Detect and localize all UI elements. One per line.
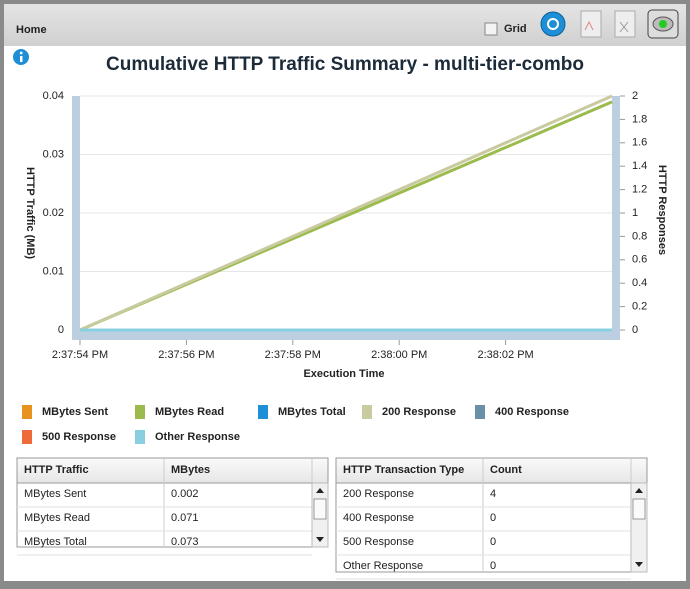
- y-tick-label: 0.04: [43, 90, 64, 102]
- excel-button[interactable]: [614, 10, 636, 38]
- legend-swatch: [22, 430, 32, 444]
- table-cell: MBytes Total: [24, 536, 87, 548]
- email-button[interactable]: [540, 11, 566, 37]
- table-cell: 200 Response: [343, 488, 414, 500]
- x-tick-label: 2:37:58 PM: [265, 349, 321, 361]
- table-cell: Other Response: [343, 560, 423, 572]
- legend-swatch: [135, 405, 145, 419]
- y2-axis-title: HTTP Responses: [656, 165, 668, 255]
- y2-tick-label: 0.4: [632, 277, 647, 289]
- y-tick-label: 0.01: [43, 265, 64, 277]
- legend-label: Other Response: [155, 431, 240, 443]
- column-header: HTTP Traffic: [24, 464, 89, 476]
- pdf-button[interactable]: [580, 10, 602, 38]
- x-axis-title: Execution Time: [303, 368, 384, 380]
- x-tick-label: 2:38:02 PM: [477, 349, 533, 361]
- table-cell: 0.071: [171, 512, 199, 524]
- table-cell: 0: [490, 536, 496, 548]
- legend-swatch: [135, 430, 145, 444]
- x-tick-label: 2:37:56 PM: [158, 349, 214, 361]
- chart-title: Cumulative HTTP Traffic Summary - multi-…: [106, 54, 584, 75]
- legend-label: 200 Response: [382, 406, 456, 418]
- column-header: MBytes: [171, 464, 210, 476]
- legend-swatch: [22, 405, 32, 419]
- y2-tick-label: 0: [632, 324, 638, 336]
- legend-label: MBytes Sent: [42, 406, 108, 418]
- y2-tick-label: 1.6: [632, 137, 647, 149]
- y2-tick-label: 1: [632, 207, 638, 219]
- scroll-thumb[interactable]: [313, 498, 327, 520]
- y-axis-title: HTTP Traffic (MB): [24, 167, 36, 259]
- info-icon[interactable]: [13, 49, 29, 65]
- x-tick-label: 2:37:54 PM: [52, 349, 108, 361]
- column-header: HTTP Transaction Type: [343, 464, 464, 476]
- table-cell: 0: [490, 512, 496, 524]
- x-tick-label: 2:38:00 PM: [371, 349, 427, 361]
- table-cell: MBytes Sent: [24, 488, 86, 500]
- y-tick-label: 0: [58, 324, 64, 336]
- scroll-up[interactable]: [635, 488, 643, 493]
- y-tick-label: 0.03: [43, 148, 64, 160]
- legend-label: 400 Response: [495, 406, 569, 418]
- table-cell: 0: [490, 560, 496, 572]
- toolbar: [4, 4, 686, 48]
- y2-tick-label: 0.8: [632, 230, 647, 242]
- table-header: [335, 457, 648, 484]
- home-link[interactable]: Home: [16, 24, 47, 36]
- table-cell: 0.073: [171, 536, 199, 548]
- scroll-thumb[interactable]: [632, 498, 646, 520]
- column-header: Count: [490, 464, 522, 476]
- y-tick-label: 0.02: [43, 207, 64, 219]
- y2-tick-label: 0.6: [632, 254, 647, 266]
- table-cell: 0.002: [171, 488, 199, 500]
- legend-label: MBytes Total: [278, 406, 346, 418]
- axis-band: [72, 330, 620, 340]
- y2-tick-label: 1.4: [632, 160, 647, 172]
- table-header: [16, 457, 329, 484]
- scroll-up[interactable]: [316, 488, 324, 493]
- settings-button[interactable]: [647, 9, 679, 39]
- legend-label: 500 Response: [42, 431, 116, 443]
- legend-swatch: [258, 405, 268, 419]
- axis-band: [72, 96, 80, 330]
- axis-band: [612, 96, 620, 330]
- table-cell: 4: [490, 488, 496, 500]
- y2-tick-label: 2: [632, 90, 638, 102]
- legend-swatch: [475, 405, 485, 419]
- table-cell: 500 Response: [343, 536, 414, 548]
- legend-swatch: [362, 405, 372, 419]
- y2-tick-label: 1.2: [632, 184, 647, 196]
- series-line: [79, 94, 613, 332]
- grid-label[interactable]: Grid: [504, 23, 527, 35]
- scroll-down[interactable]: [316, 537, 324, 542]
- table-cell: 400 Response: [343, 512, 414, 524]
- scrollbar: [630, 482, 648, 573]
- y2-tick-label: 0.2: [632, 301, 647, 313]
- y2-tick-label: 1.8: [632, 113, 647, 125]
- table-cell: MBytes Read: [24, 512, 90, 524]
- scroll-down[interactable]: [635, 562, 643, 567]
- grid-checkbox[interactable]: [484, 22, 498, 36]
- legend-label: MBytes Read: [155, 406, 224, 418]
